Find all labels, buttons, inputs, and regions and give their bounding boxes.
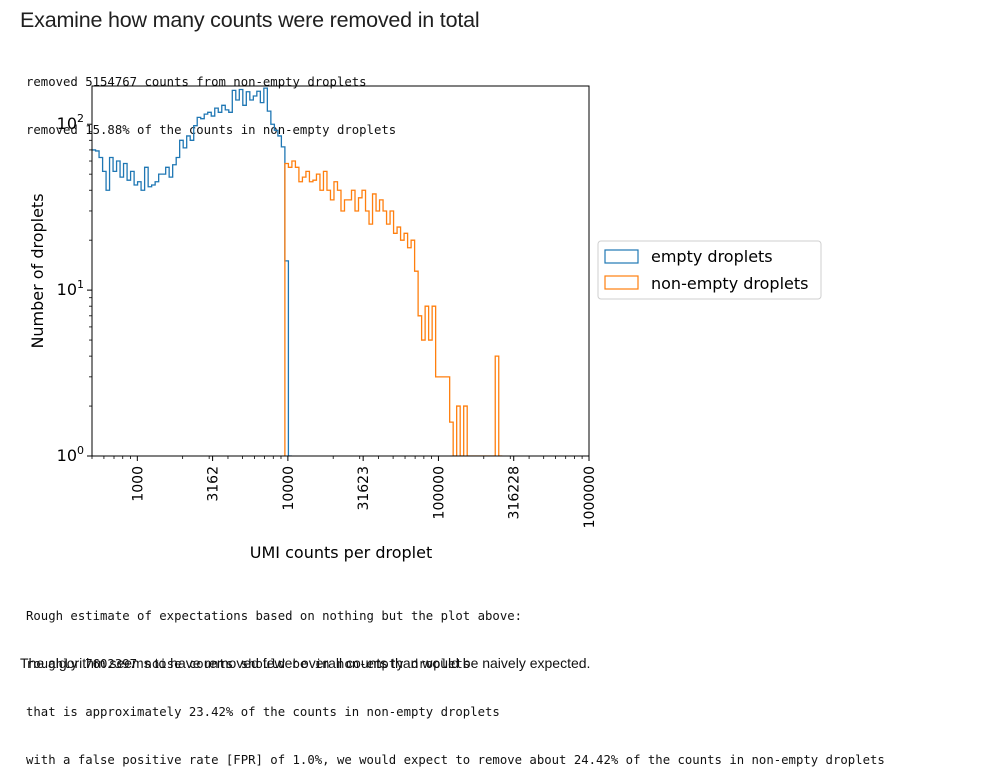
histogram-chart: 1000 3162 10000 31623 100000 316228 1000000 10… — [28, 85, 822, 562]
series-non-empty-step-line — [284, 160, 503, 456]
x-axis-label: UMI counts per droplet — [250, 543, 432, 562]
y-axis-label: Number of droplets — [28, 193, 47, 348]
output-line: Rough estimate of expectations based on … — [26, 609, 523, 623]
legend: empty droplets non-empty droplets — [597, 240, 822, 300]
series-empty-step-line — [92, 87, 292, 456]
x-tick-label: 1000 — [130, 466, 146, 502]
x-tick-label: 1000000 — [582, 466, 598, 528]
legend-swatch-nonempty — [604, 275, 639, 290]
x-tick-label: 31623 — [356, 466, 372, 511]
x-tick-label: 100000 — [431, 466, 447, 519]
plot-frame — [91, 85, 590, 457]
output-line: roughly 7602397 noise counts should be i… — [26, 657, 471, 671]
x-axis: 1000 3162 10000 31623 100000 316228 1000000 — [91, 456, 598, 528]
x-tick-label: 316228 — [507, 466, 523, 519]
series-layer — [92, 87, 503, 456]
output-line: with a false positive rate [FPR] of 1.0%… — [26, 753, 885, 767]
legend-box — [597, 240, 822, 300]
y-tick-label: 101 — [57, 278, 84, 299]
legend-label-empty: empty droplets — [651, 247, 773, 266]
y-axis: 100 101 102 — [57, 112, 92, 465]
output-line: that is approximately 23.42% of the coun… — [26, 705, 500, 719]
legend-label-nonempty: non-empty droplets — [651, 274, 808, 293]
y-tick-label: 100 — [57, 444, 84, 465]
output-block-bottom: Rough estimate of expectations based on … — [26, 576, 885, 784]
section-title: Examine how many counts were removed in … — [20, 8, 480, 32]
output-line: removed 15.88% of the counts in non-empt… — [26, 123, 397, 137]
x-tick-label: 10000 — [281, 466, 297, 511]
conclusion-text: The algorithm seems to have removed fewe… — [20, 655, 591, 671]
x-tick-label: 3162 — [206, 466, 222, 502]
y-tick-label: 102 — [57, 112, 84, 133]
legend-swatch-empty — [604, 249, 639, 264]
